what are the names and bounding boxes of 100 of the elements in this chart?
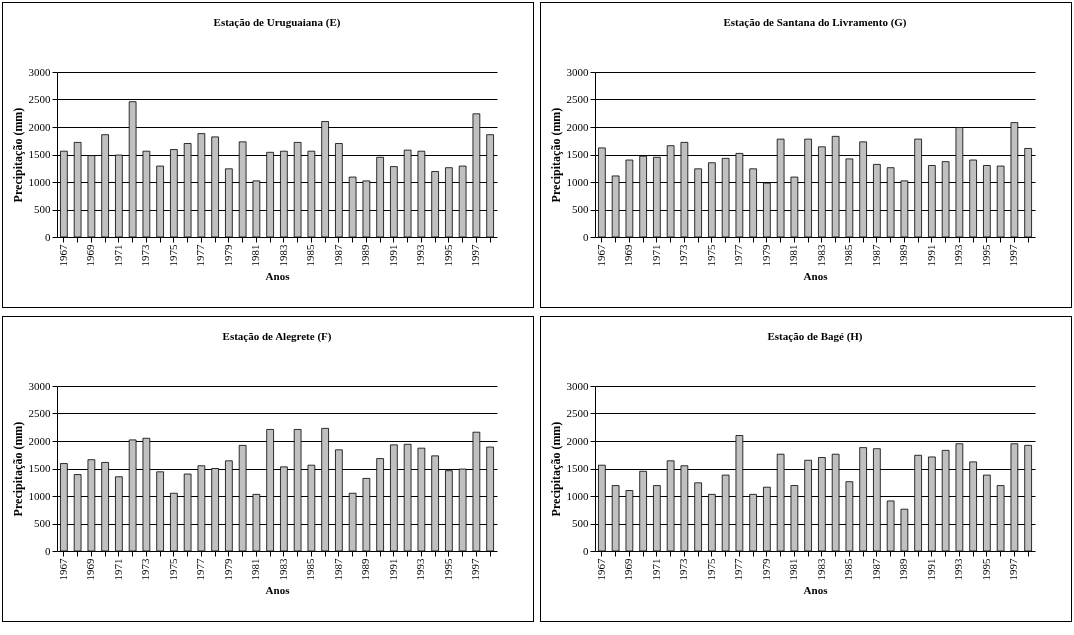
y-tick-label: 1000 xyxy=(28,175,51,188)
y-tick-label: 0 xyxy=(583,230,589,243)
y-tick-label: 1000 xyxy=(566,175,589,188)
y-axis-title: Precipitação (mm) xyxy=(10,421,25,517)
chart-title: Estação de Alegrete (F) xyxy=(222,330,332,343)
y-tick-label: 3000 xyxy=(28,65,51,78)
y-tick-label: 2000 xyxy=(566,434,589,447)
x-tick-label: 1971 xyxy=(649,244,662,267)
x-tick-label: 1979 xyxy=(759,244,772,267)
y-tick-label: 1500 xyxy=(28,148,51,160)
y-tick-label: 500 xyxy=(572,517,589,529)
x-tick-label: 1995 xyxy=(441,558,454,581)
x-tick-label: 1991 xyxy=(924,558,937,581)
x-axis-title: Anos xyxy=(265,583,291,596)
x-tick-label: 1973 xyxy=(139,558,152,581)
x-axis-title: Anos xyxy=(803,583,829,596)
x-tick-label: 1997 xyxy=(469,558,482,581)
x-tick-label: 1991 xyxy=(924,244,937,267)
y-tick-label: 500 xyxy=(34,203,51,215)
x-tick-label: 1967 xyxy=(56,558,69,581)
x-tick-label: 1981 xyxy=(787,244,800,267)
x-tick-label: 1987 xyxy=(869,558,882,581)
x-tick-label: 1989 xyxy=(359,558,372,581)
y-tick-label: 2500 xyxy=(566,93,589,105)
x-tick-label: 1985 xyxy=(842,558,855,581)
x-tick-label: 1977 xyxy=(194,244,207,267)
x-tick-label: 1981 xyxy=(249,244,262,267)
x-axis-title: Anos xyxy=(803,269,829,282)
x-tick-label: 1983 xyxy=(814,558,827,581)
x-tick-label: 1985 xyxy=(842,244,855,267)
y-tick-label: 3000 xyxy=(566,379,589,392)
x-tick-label: 1977 xyxy=(732,244,745,267)
x-tick-label: 1985 xyxy=(304,244,317,267)
x-tick-label: 1967 xyxy=(56,244,69,267)
y-tick-label: 1500 xyxy=(566,148,589,160)
x-tick-label: 1983 xyxy=(814,244,827,267)
x-tick-label: 1971 xyxy=(649,558,662,581)
y-tick-label: 0 xyxy=(45,230,51,243)
x-tick-label: 1997 xyxy=(1007,244,1020,267)
x-tick-label: 1997 xyxy=(469,244,482,267)
x-tick-label: 1975 xyxy=(704,558,717,581)
chart-title: Estação de Bagé (H) xyxy=(767,330,863,343)
x-tick-label: 1985 xyxy=(304,558,317,581)
x-tick-label: 1979 xyxy=(221,244,234,267)
y-tick-label: 2500 xyxy=(28,407,51,419)
x-tick-label: 1987 xyxy=(869,244,882,267)
x-tick-label: 1987 xyxy=(331,558,344,581)
y-axis-title: Precipitação (mm) xyxy=(548,107,563,203)
x-tick-label: 1971 xyxy=(111,558,124,581)
x-tick-label: 1969 xyxy=(84,558,97,581)
chart-title: Estação de Santana do Livramento (G) xyxy=(723,16,907,29)
y-tick-label: 1500 xyxy=(566,462,589,474)
x-tick-label: 1973 xyxy=(139,244,152,267)
x-tick-label: 1981 xyxy=(787,558,800,581)
x-tick-label: 1993 xyxy=(952,558,965,581)
x-tick-label: 1989 xyxy=(359,244,372,267)
y-tick-label: 0 xyxy=(45,544,51,557)
y-tick-label: 500 xyxy=(34,517,51,529)
y-axis-title: Precipitação (mm) xyxy=(10,107,25,203)
y-tick-label: 1000 xyxy=(28,489,51,502)
x-tick-label: 1975 xyxy=(166,244,179,267)
x-tick-label: 1979 xyxy=(759,558,772,581)
y-tick-label: 2000 xyxy=(28,120,51,133)
x-tick-label: 1993 xyxy=(414,244,427,267)
y-tick-label: 0 xyxy=(583,544,589,557)
x-tick-label: 1969 xyxy=(622,244,635,267)
y-tick-label: 500 xyxy=(572,203,589,215)
x-axis-title: Anos xyxy=(265,269,291,282)
x-tick-label: 1975 xyxy=(704,244,717,267)
x-tick-label: 1983 xyxy=(276,558,289,581)
y-axis-title: Precipitação (mm) xyxy=(548,421,563,517)
x-tick-label: 1993 xyxy=(414,558,427,581)
x-tick-label: 1967 xyxy=(594,244,607,267)
y-tick-label: 2000 xyxy=(28,434,51,447)
x-tick-label: 1989 xyxy=(897,558,910,581)
x-tick-label: 1995 xyxy=(441,244,454,267)
x-tick-label: 1967 xyxy=(594,558,607,581)
x-tick-label: 1995 xyxy=(979,558,992,581)
y-tick-label: 1500 xyxy=(28,462,51,474)
x-tick-label: 1995 xyxy=(979,244,992,267)
y-tick-label: 3000 xyxy=(566,65,589,78)
x-tick-label: 1997 xyxy=(1007,558,1020,581)
y-tick-label: 2000 xyxy=(566,120,589,133)
y-tick-label: 1000 xyxy=(566,489,589,502)
x-tick-label: 1991 xyxy=(386,558,399,581)
y-tick-label: 2500 xyxy=(566,407,589,419)
x-tick-label: 1975 xyxy=(166,558,179,581)
x-tick-label: 1989 xyxy=(897,244,910,267)
x-tick-label: 1983 xyxy=(276,244,289,267)
y-tick-label: 2500 xyxy=(28,93,51,105)
x-tick-label: 1987 xyxy=(331,244,344,267)
x-tick-label: 1971 xyxy=(111,244,124,267)
x-tick-label: 1977 xyxy=(732,558,745,581)
x-tick-label: 1991 xyxy=(386,244,399,267)
x-tick-label: 1977 xyxy=(194,558,207,581)
x-tick-label: 1969 xyxy=(622,558,635,581)
x-tick-label: 1973 xyxy=(677,244,690,267)
chart-title: Estação de Uruguaiana (E) xyxy=(213,16,341,29)
x-tick-label: 1979 xyxy=(221,558,234,581)
y-tick-label: 3000 xyxy=(28,379,51,392)
